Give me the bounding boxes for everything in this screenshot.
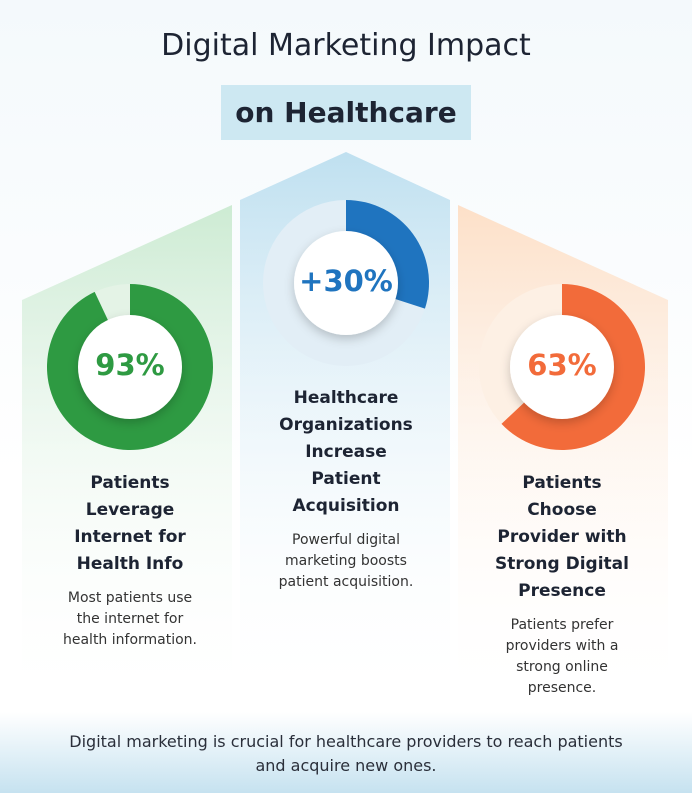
donut-center <box>510 315 614 419</box>
subtitle: on Healthcare <box>221 85 471 140</box>
donut-center <box>294 231 398 335</box>
donut-center <box>78 315 182 419</box>
value-label: 63% <box>527 348 597 382</box>
panel-text: Patients prefer providers with a strong … <box>505 617 619 696</box>
title: Digital Marketing Impact <box>161 28 531 63</box>
panel-heading: Patients Choose Provider with Strong Dig… <box>495 473 629 601</box>
value-label: 93% <box>95 348 165 382</box>
panel-text: Powerful digital marketing boosts patien… <box>278 532 414 590</box>
panel-text: Most patients use the internet for healt… <box>62 590 198 648</box>
footer-band <box>0 712 692 793</box>
footer-text: Digital marketing is crucial for healthc… <box>69 732 623 775</box>
panel-heading: Healthcare Organizations Increase Patien… <box>279 388 413 516</box>
value-label: +30% <box>299 264 393 298</box>
panel-heading: Patients Leverage Internet for Health In… <box>74 473 186 574</box>
